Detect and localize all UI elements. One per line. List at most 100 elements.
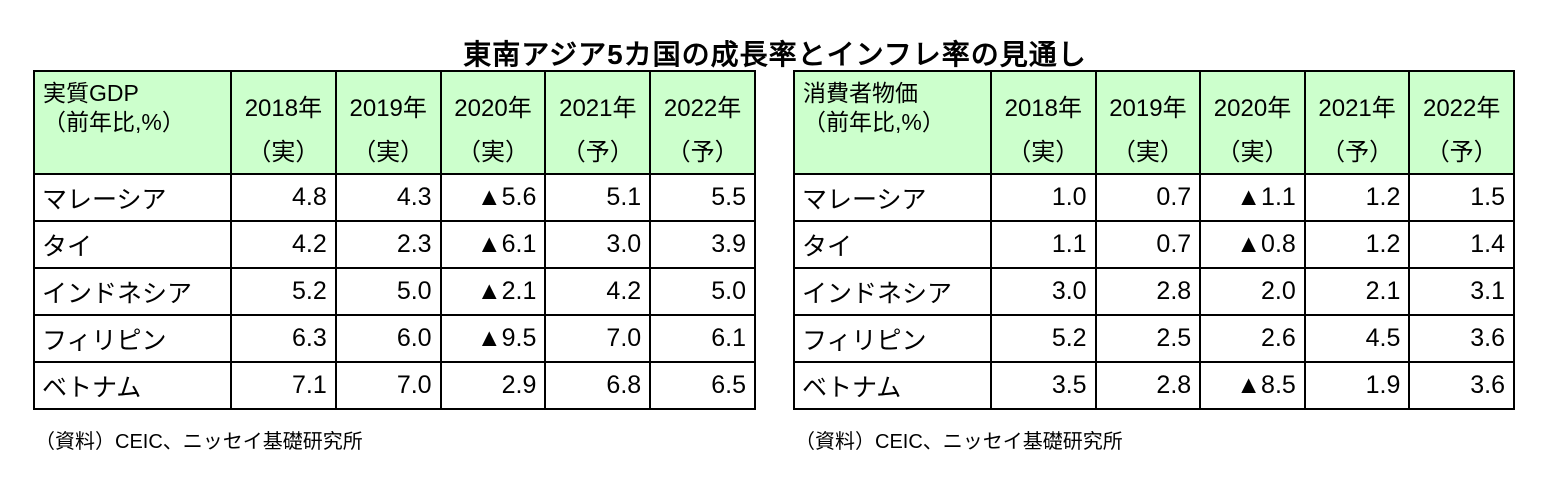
year-label: 2021年 (559, 95, 637, 122)
value-cell: ▲1.1 (1201, 175, 1306, 222)
year-label: 2018年 (244, 95, 323, 122)
country-cell: フィリピン (35, 316, 232, 363)
table-header-cell: 実質GDP （前年比,%） (35, 72, 232, 175)
value-cell: 1.2 (1305, 175, 1411, 222)
value-cell: 3.0 (546, 222, 652, 269)
year-header-cell: 2022年 （予） (651, 72, 756, 175)
actual-forecast-label: （予） (561, 139, 634, 166)
year-header-cell: 2018年 （実） (232, 72, 337, 175)
value-cell: 5.1 (546, 175, 652, 222)
value-cell: 4.5 (1305, 316, 1411, 363)
value-cell: 2.8 (1096, 363, 1202, 410)
actual-forecast-label: （予） (666, 139, 739, 166)
value-cell: ▲5.6 (441, 175, 547, 222)
year-header-cell: 2022年 （予） (1410, 72, 1515, 175)
year-header-cell: 2019年 （実） (1096, 72, 1202, 175)
year-label: 2021年 (1318, 95, 1396, 122)
country-cell: マレーシア (35, 175, 232, 222)
country-cell: ベトナム (35, 363, 232, 410)
year-label: 2022年 (1422, 95, 1501, 122)
year-header-cell: 2020年 （実） (1201, 72, 1306, 175)
country-cell: マレーシア (795, 175, 992, 222)
value-cell: 0.7 (1096, 175, 1202, 222)
country-cell: タイ (795, 222, 992, 269)
value-cell: 3.9 (651, 222, 756, 269)
actual-forecast-label: （実） (1111, 139, 1184, 166)
country-cell: ベトナム (795, 363, 992, 410)
value-cell: 6.0 (336, 316, 442, 363)
actual-forecast-label: （予） (1321, 139, 1394, 166)
country-cell: インドネシア (795, 269, 992, 316)
value-cell: 3.0 (992, 269, 1097, 316)
value-cell: 1.5 (1410, 175, 1515, 222)
actual-forecast-label: （実） (1007, 139, 1080, 166)
value-cell: ▲0.8 (1201, 222, 1306, 269)
value-cell: 3.1 (1410, 269, 1515, 316)
value-cell: ▲8.5 (1201, 363, 1306, 410)
actual-forecast-label: （実） (352, 139, 425, 166)
year-label: 2020年 (1213, 95, 1292, 122)
year-header-cell: 2021年 （予） (1305, 72, 1411, 175)
value-cell: 4.8 (232, 175, 337, 222)
measure-unit: （前年比,%） (43, 108, 185, 135)
value-cell: ▲9.5 (441, 316, 547, 363)
gdp-source-note: （資料）CEIC、ニッセイ基礎研究所 (35, 431, 363, 453)
value-cell: 7.1 (232, 363, 337, 410)
value-cell: 2.0 (1201, 269, 1306, 316)
value-cell: 4.3 (336, 175, 442, 222)
year-label: 2018年 (1004, 95, 1082, 122)
country-cell: フィリピン (795, 316, 992, 363)
country-cell: タイ (35, 222, 232, 269)
value-cell: 5.0 (651, 269, 756, 316)
gdp-table: 実質GDP （前年比,%） 2018年 （実） 2019年 （実） 2020年 （実） 2021… (33, 70, 756, 410)
value-cell: 3.6 (1410, 316, 1515, 363)
value-cell: 6.5 (651, 363, 756, 410)
country-cell: インドネシア (35, 269, 232, 316)
value-cell: 7.0 (336, 363, 442, 410)
year-header-cell: 2020年 （実） (441, 72, 547, 175)
value-cell: 6.3 (232, 316, 337, 363)
value-cell: ▲6.1 (441, 222, 547, 269)
value-cell: 5.2 (232, 269, 337, 316)
value-cell: 1.4 (1410, 222, 1515, 269)
actual-forecast-label: （実） (247, 139, 320, 166)
year-label: 2020年 (454, 95, 532, 122)
year-label: 2019年 (1109, 95, 1187, 122)
cpi-source-note: （資料）CEIC、ニッセイ基礎研究所 (795, 431, 1123, 453)
gdp-table-section: 実質GDP （前年比,%） 2018年 （実） 2019年 （実） 2020年 （実） 2021… (33, 70, 756, 454)
value-cell: 6.1 (651, 316, 756, 363)
year-header-cell: 2021年 （予） (546, 72, 652, 175)
year-label: 2022年 (663, 95, 742, 122)
year-header-cell: 2019年 （実） (336, 72, 442, 175)
measure-title: 消費者物価 (803, 80, 918, 106)
value-cell: 0.7 (1096, 222, 1202, 269)
value-cell: 2.3 (336, 222, 442, 269)
value-cell: 4.2 (546, 269, 652, 316)
actual-forecast-label: （実） (456, 139, 529, 166)
year-header-cell: 2018年 （実） (992, 72, 1097, 175)
value-cell: 3.6 (1410, 363, 1515, 410)
actual-forecast-label: （予） (1425, 139, 1498, 166)
figure-title: 東南アジア5カ国の成長率とインフレ率の見通し (463, 39, 1087, 70)
value-cell: 3.5 (992, 363, 1097, 410)
value-cell: 2.8 (1096, 269, 1202, 316)
value-cell: 7.0 (546, 316, 652, 363)
table-header-cell: 消費者物価 （前年比,%） (795, 72, 992, 175)
year-label: 2019年 (349, 95, 427, 122)
value-cell: 4.2 (232, 222, 337, 269)
value-cell: 5.5 (651, 175, 756, 222)
actual-forecast-label: （実） (1216, 139, 1289, 166)
value-cell: 2.9 (441, 363, 547, 410)
cpi-table: 消費者物価 （前年比,%） 2018年 （実） 2019年 （実） 2020年 （実） 2021… (793, 70, 1515, 410)
value-cell: 5.2 (992, 316, 1097, 363)
value-cell: 1.1 (992, 222, 1097, 269)
cpi-table-section: 消費者物価 （前年比,%） 2018年 （実） 2019年 （実） 2020年 （実） 2021… (793, 70, 1515, 454)
value-cell: 1.0 (992, 175, 1097, 222)
measure-title: 実質GDP (43, 80, 139, 106)
value-cell: 6.8 (546, 363, 652, 410)
value-cell: 1.9 (1305, 363, 1411, 410)
measure-unit: （前年比,%） (803, 108, 945, 135)
value-cell: 1.2 (1305, 222, 1411, 269)
value-cell: ▲2.1 (441, 269, 547, 316)
